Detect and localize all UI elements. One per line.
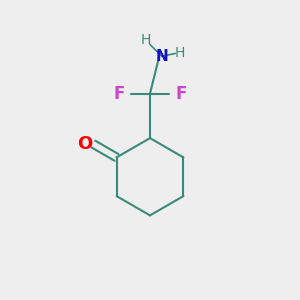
Text: F: F [113,85,124,103]
Text: N: N [155,49,168,64]
Text: H: H [140,33,151,47]
Text: H: H [175,46,185,60]
Text: F: F [176,85,187,103]
Text: O: O [76,135,92,153]
